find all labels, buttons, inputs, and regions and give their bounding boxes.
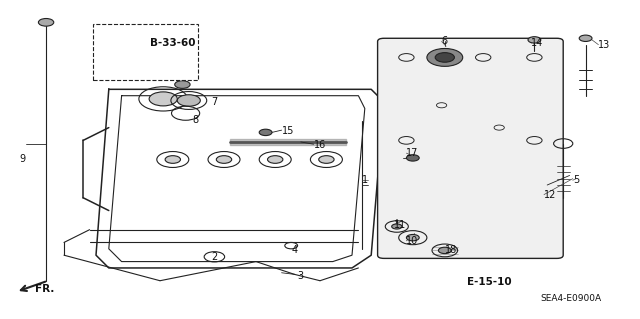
Text: 15: 15 [282, 126, 294, 136]
Circle shape [259, 129, 272, 136]
Text: 18: 18 [445, 245, 457, 256]
Text: 8: 8 [192, 115, 198, 125]
Circle shape [528, 37, 541, 43]
Circle shape [216, 156, 232, 163]
Circle shape [268, 156, 283, 163]
Circle shape [406, 234, 419, 241]
Circle shape [165, 156, 180, 163]
Circle shape [149, 92, 177, 106]
Text: 11: 11 [394, 220, 406, 230]
Circle shape [319, 156, 334, 163]
Circle shape [435, 53, 454, 62]
Text: 1: 1 [362, 175, 368, 185]
Text: 4: 4 [291, 245, 298, 256]
Text: 9: 9 [19, 154, 26, 165]
Text: E-15-10: E-15-10 [467, 277, 512, 287]
Circle shape [406, 155, 419, 161]
Text: 7: 7 [211, 97, 218, 107]
Text: 6: 6 [442, 36, 448, 47]
Circle shape [392, 224, 402, 229]
Circle shape [38, 19, 54, 26]
Text: 14: 14 [531, 38, 543, 48]
Text: 17: 17 [406, 148, 419, 158]
Circle shape [438, 247, 451, 254]
Circle shape [177, 95, 200, 106]
Text: 2: 2 [211, 252, 218, 262]
Circle shape [427, 48, 463, 66]
Text: 10: 10 [406, 236, 419, 246]
Circle shape [579, 35, 592, 41]
FancyBboxPatch shape [378, 38, 563, 258]
Text: 16: 16 [314, 140, 326, 150]
Text: 3: 3 [298, 271, 304, 281]
Text: SEA4-E0900A: SEA4-E0900A [541, 294, 602, 303]
Text: FR.: FR. [35, 284, 54, 294]
Text: B-33-60: B-33-60 [150, 38, 196, 48]
Text: 5: 5 [573, 175, 579, 185]
Circle shape [175, 81, 190, 88]
Text: 12: 12 [544, 189, 556, 200]
Text: 13: 13 [598, 40, 611, 50]
Bar [93, 24, 198, 80]
